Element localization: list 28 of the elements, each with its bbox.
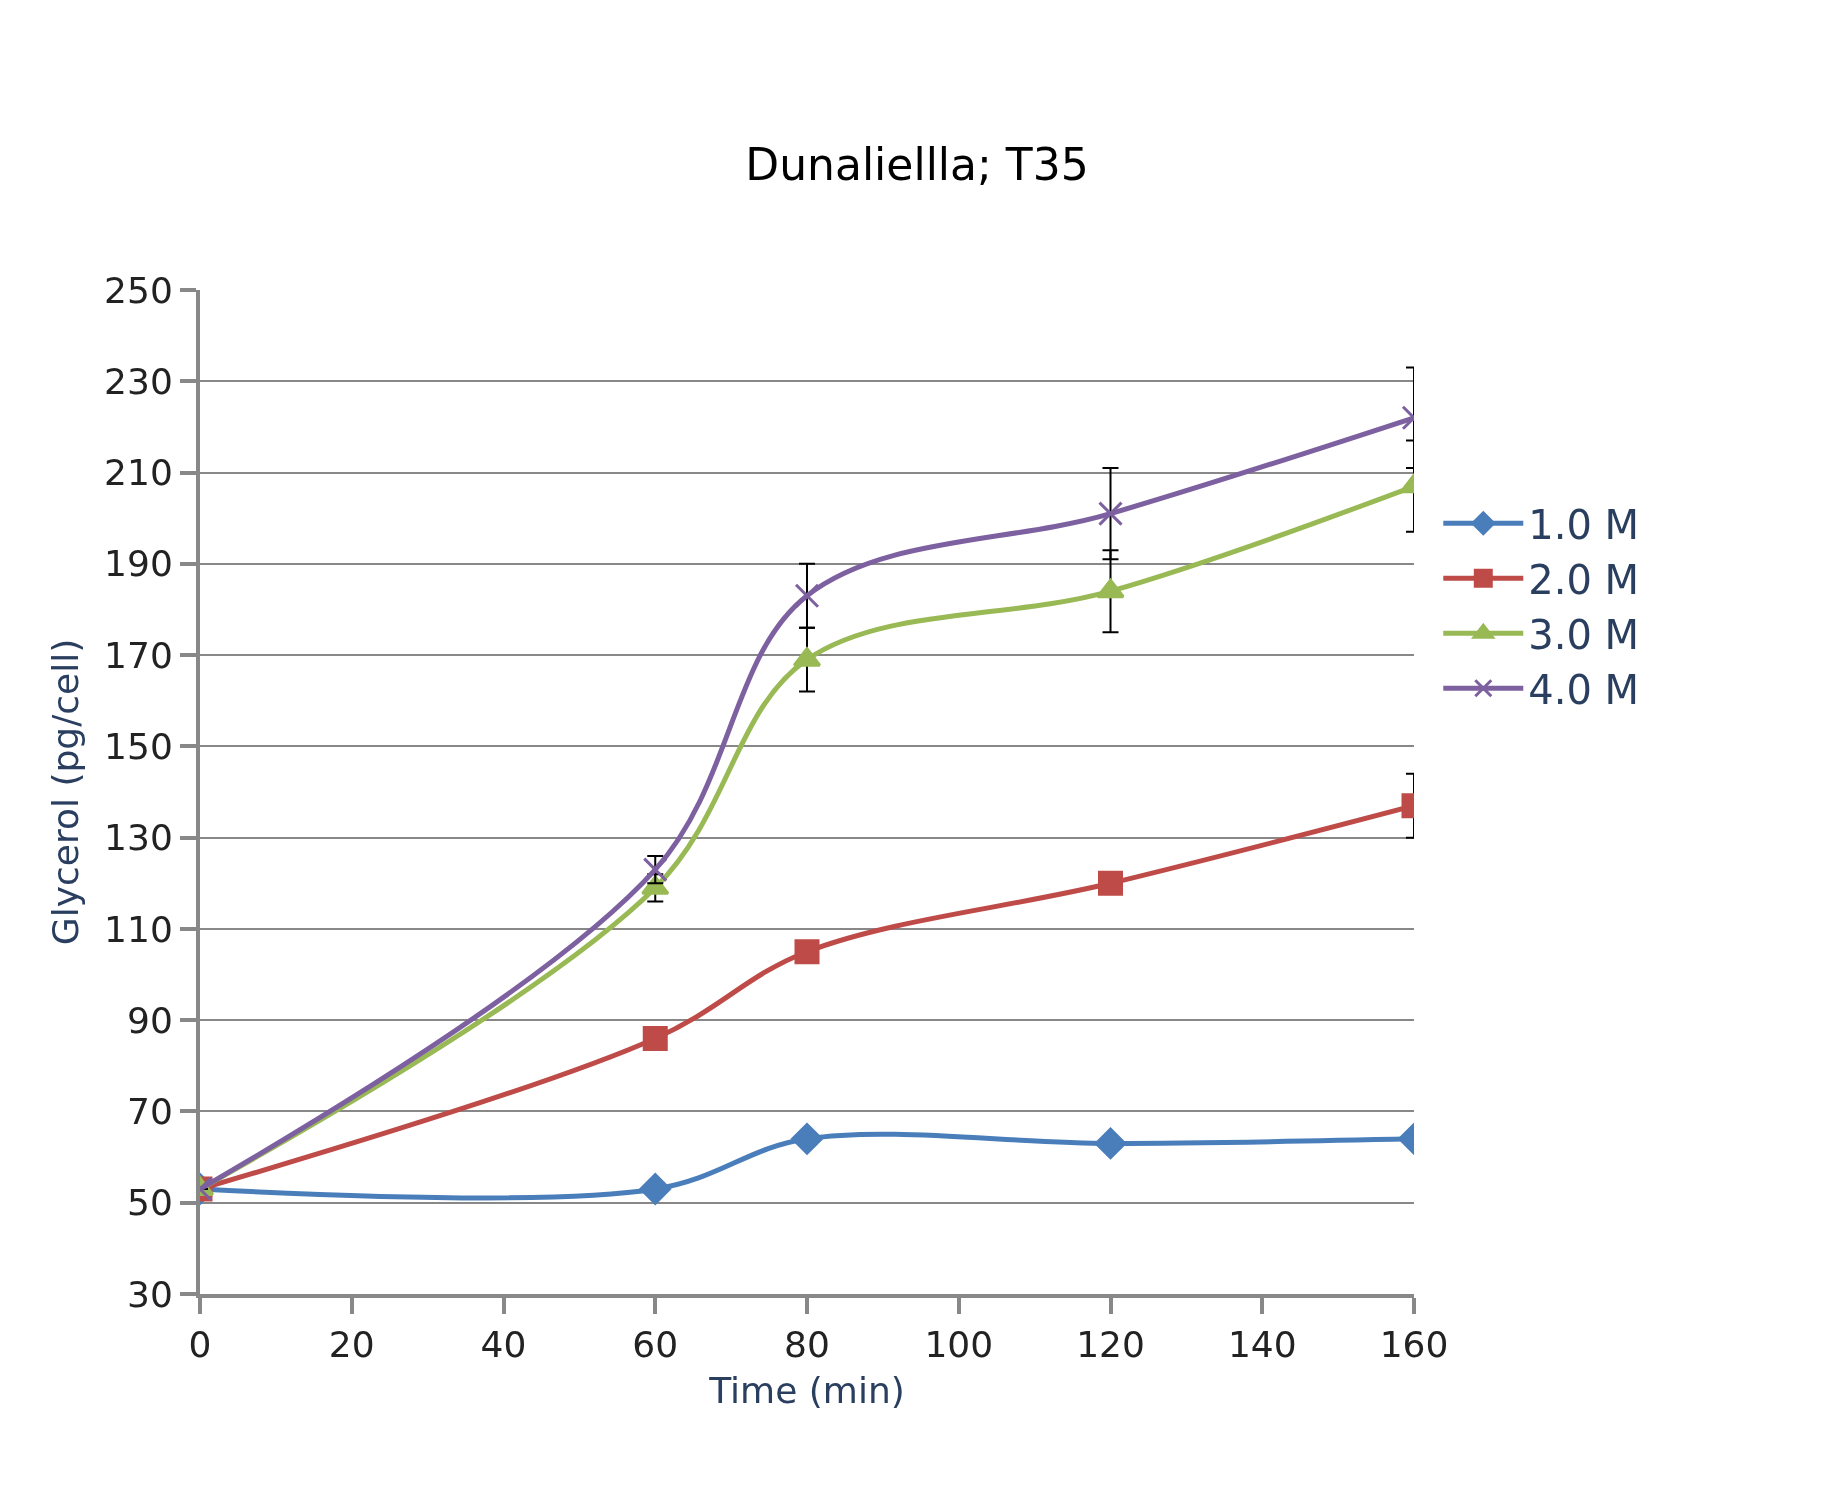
x-axis-title: Time (min) [708,1370,905,1412]
y-tick-label: 250 [104,269,173,311]
y-tick-label: 210 [104,452,173,494]
y-tick-label: 230 [104,360,173,402]
y-tick-label: 50 [126,1182,173,1224]
y-tick-label: 70 [126,1091,173,1133]
y-tick-label: 110 [104,908,173,950]
y-axis-title: Glycerol (pg/cell) [45,638,87,946]
y-tick-label: 170 [104,634,173,676]
legend-label: 2.0 M [1528,556,1640,603]
x-tick-label: 160 [1379,1324,1449,1366]
y-tick-label: 30 [126,1273,173,1315]
legend-label: 1.0 M [1528,501,1640,548]
x-tick-label: 140 [1227,1324,1297,1366]
y-tick-label: 130 [104,817,173,859]
x-tick-label: 80 [784,1324,830,1366]
x-tick-label: 40 [480,1324,527,1366]
y-tick-label: 90 [126,999,173,1041]
x-tick-label: 120 [1076,1324,1145,1366]
x-tick-label: 20 [328,1324,375,1366]
legend-label: 4.0 M [1528,666,1640,713]
legend-label: 3.0 M [1528,611,1640,658]
x-tick-label: 60 [632,1324,679,1366]
y-tick-label: 150 [104,725,173,767]
y-tick-label: 190 [104,543,173,585]
x-tick-label: 0 [188,1324,212,1366]
x-tick-label: 100 [924,1324,994,1366]
chart-title: Dunaliellla; T35 [745,139,1089,191]
